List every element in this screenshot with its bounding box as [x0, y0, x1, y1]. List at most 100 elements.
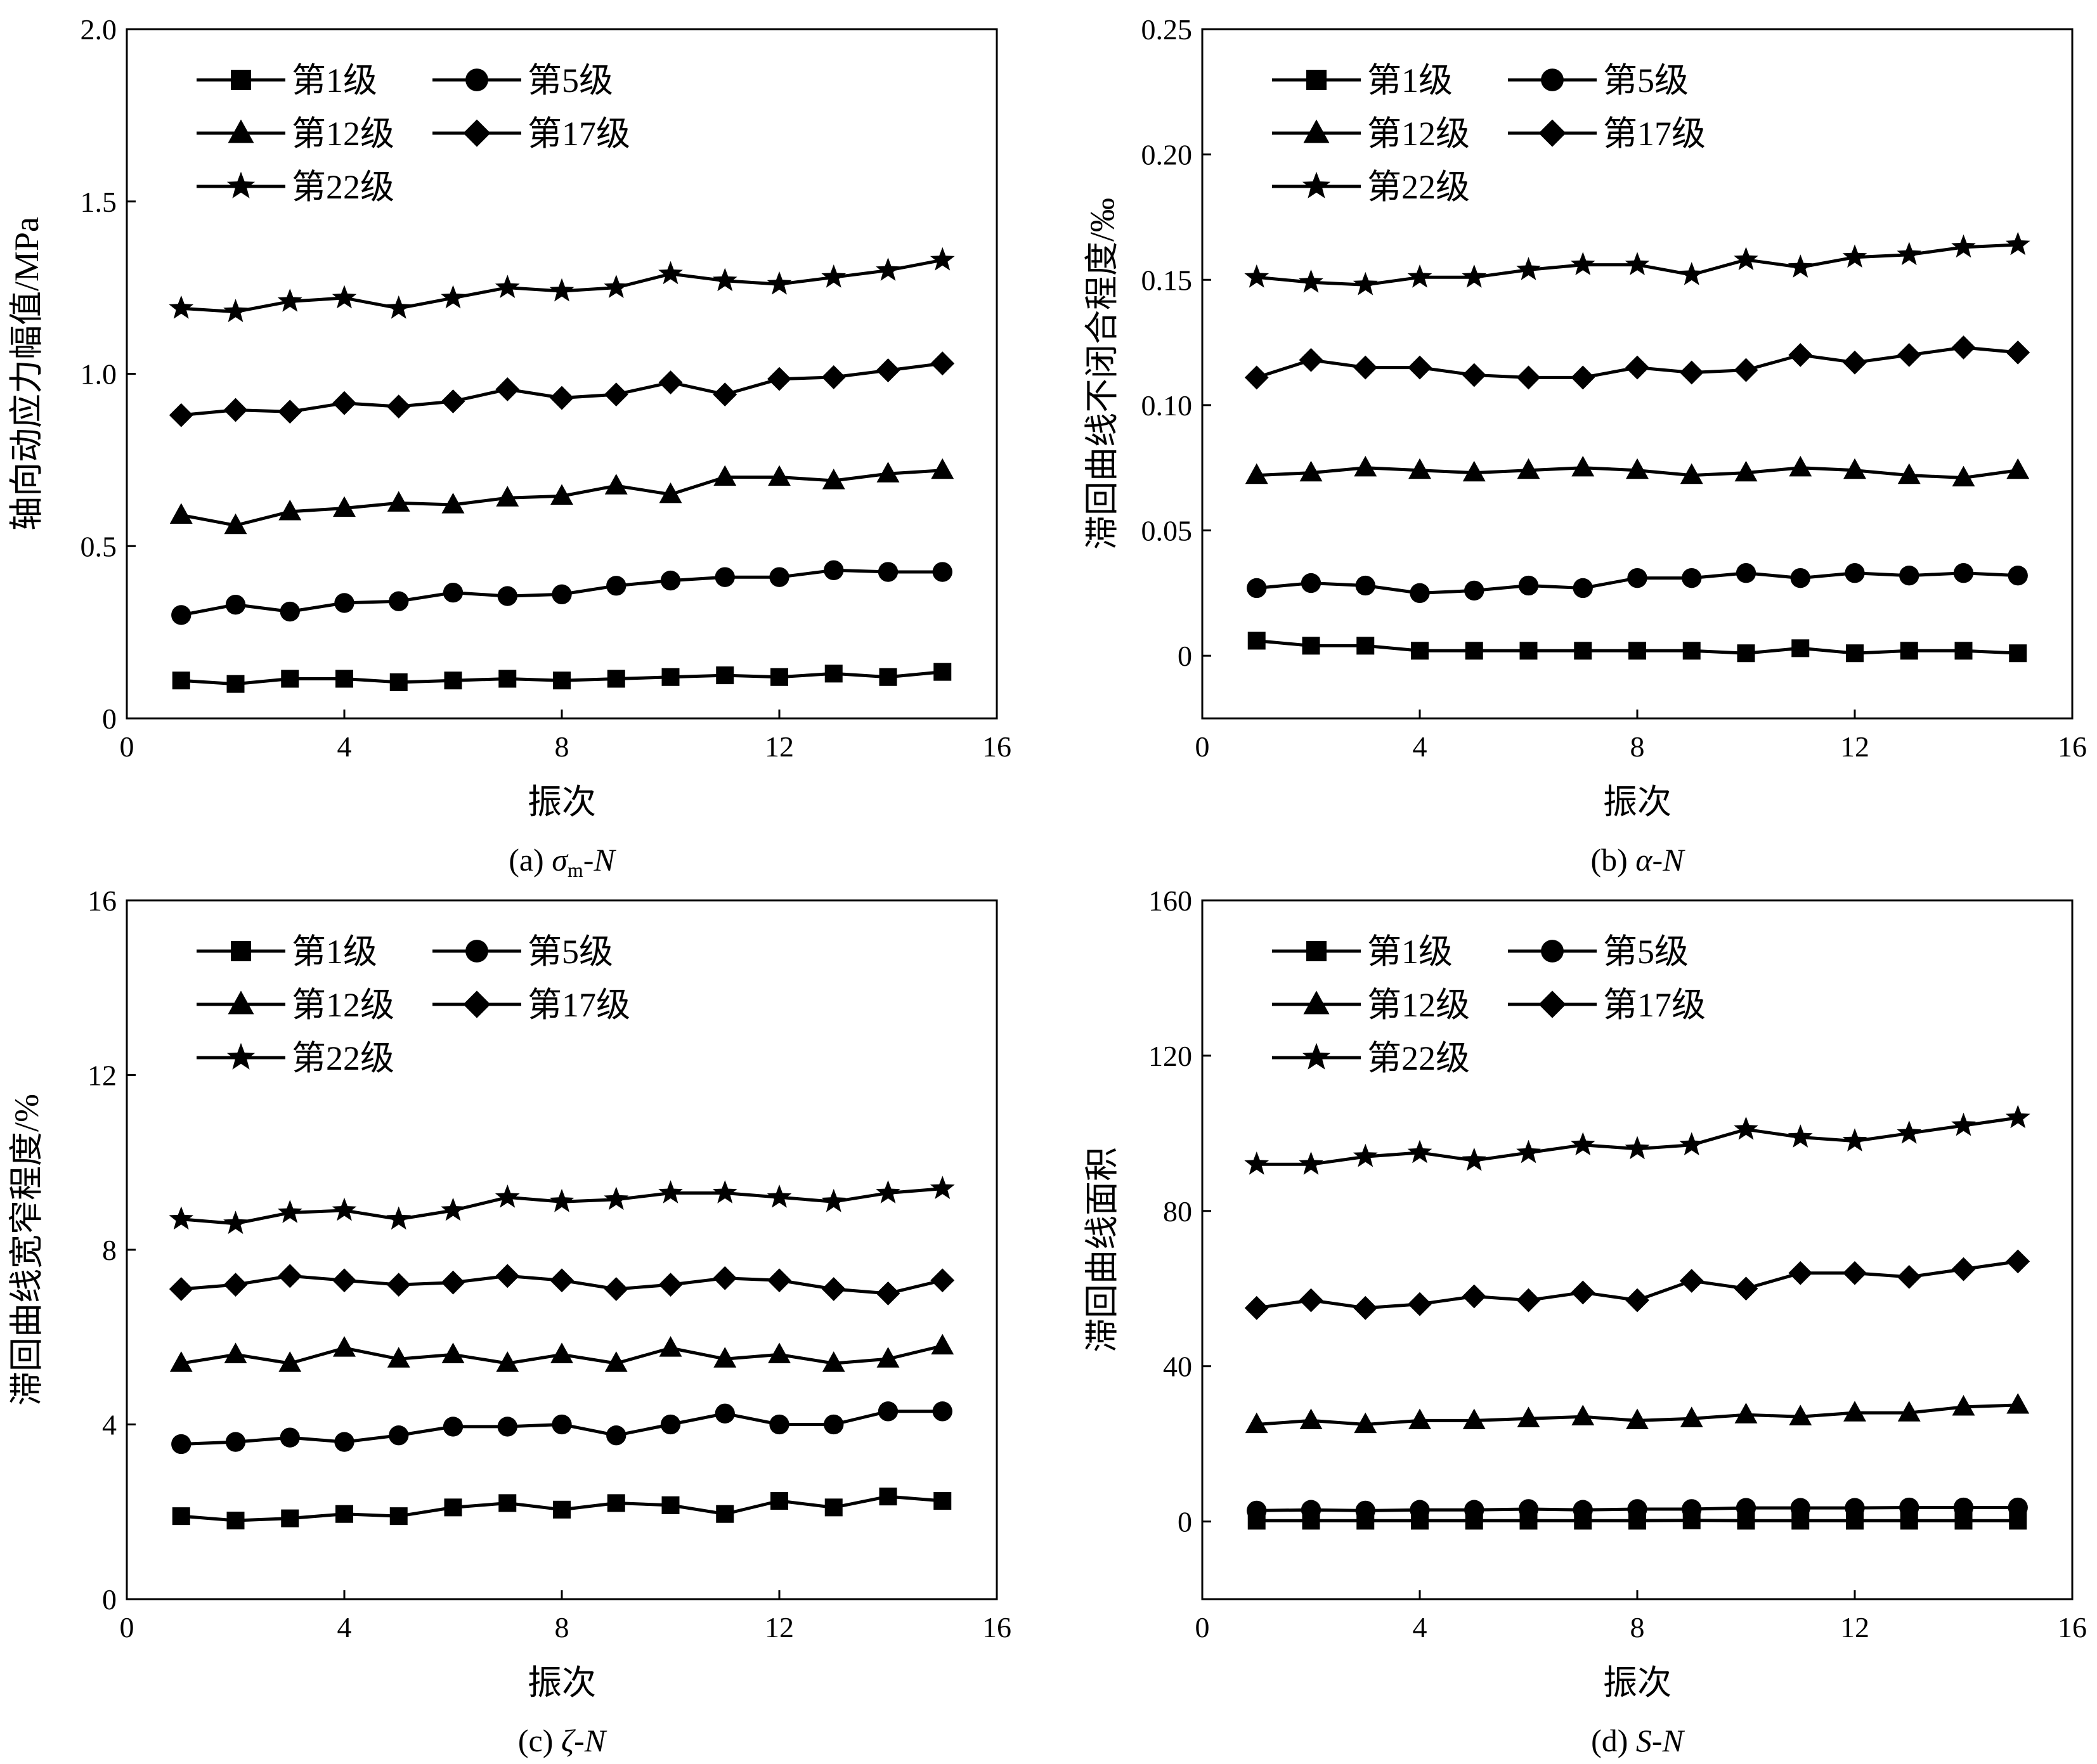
legend-label: 第12级 [1367, 115, 1470, 153]
chart-panel-a: 0 4 8 12 16 0 0.5 1.0 1.5 2.0 振次 轴向动应力幅值/MPa (a) σm-… [8, 13, 1011, 881]
data-point-diamond [386, 1273, 411, 1297]
x-axis-title: 振次 [1603, 783, 1672, 821]
data-point-diamond [930, 351, 955, 376]
data-point-diamond [1244, 1295, 1269, 1320]
legend-item: 第17级 [432, 986, 630, 1024]
data-point-circle [878, 1401, 899, 1422]
series-第12级 [1245, 455, 2030, 487]
data-point-triangle [496, 486, 519, 507]
data-point-triangle [1843, 458, 1866, 479]
data-point-triangle [1626, 1408, 1649, 1429]
data-point-square [607, 1494, 625, 1512]
data-point-square [444, 1498, 462, 1517]
data-point-star [277, 1200, 302, 1223]
data-point-circle [715, 567, 735, 587]
data-point-star [1244, 264, 1269, 288]
x-tick-label: 0 [120, 1611, 134, 1644]
caption-symbol: S [1636, 1723, 1652, 1758]
legend-marker-circle [465, 940, 488, 963]
data-point-star [169, 295, 194, 319]
y-tick-label: 2.0 [81, 13, 117, 46]
data-point-triangle [1245, 1412, 1268, 1434]
y-axis-title: 滞回曲线不闭合程度/‰ [1083, 198, 1121, 550]
data-point-diamond [1897, 1264, 1921, 1289]
data-point-star [332, 1197, 357, 1221]
x-tick-label: 8 [555, 730, 569, 763]
data-point-triangle [441, 493, 465, 514]
data-point-triangle [550, 1342, 573, 1363]
x-tick-label: 4 [1413, 730, 1427, 763]
data-point-circle [443, 1417, 464, 1437]
data-point-circle [1518, 575, 1539, 596]
data-point-triangle [441, 1342, 465, 1363]
data-point-star [1462, 264, 1487, 288]
y-tick-label: 80 [1163, 1195, 1192, 1228]
data-point-star [1299, 1151, 1323, 1175]
legend-marker-triangle [1303, 990, 1330, 1015]
data-point-star [712, 268, 737, 292]
y-axis-title: 轴向动应力幅值/MPa [8, 217, 46, 531]
data-point-triangle [224, 1342, 247, 1363]
data-point-star [1625, 1136, 1650, 1160]
data-point-triangle [1462, 460, 1486, 482]
data-point-star [1897, 242, 1922, 266]
legend-label: 第1级 [292, 933, 377, 971]
legend-label: 第22级 [1367, 1039, 1470, 1077]
data-point-diamond [386, 394, 411, 419]
data-point-square [2009, 644, 2027, 663]
data-point-star [930, 247, 955, 271]
y-tick-label: 160 [1148, 885, 1192, 917]
x-tick-label: 12 [765, 1611, 794, 1644]
legend-marker-square [1306, 70, 1327, 90]
data-point-circle [824, 1414, 844, 1435]
legend-marker-triangle [1303, 119, 1330, 143]
y-tick-label: 0 [102, 703, 117, 735]
x-tick-label: 0 [1195, 1611, 1210, 1644]
data-point-diamond [821, 1277, 846, 1301]
data-point-triangle [604, 474, 628, 495]
data-point-diamond [550, 1268, 574, 1293]
data-point-circle [1410, 583, 1430, 604]
data-point-triangle [768, 1342, 791, 1363]
data-point-diamond [1951, 335, 1976, 360]
y-tick-label: 0 [1178, 640, 1192, 672]
caption-suffix: -N [583, 842, 617, 878]
data-point-circle [1845, 1498, 1865, 1518]
y-tick-label: 0.05 [1141, 515, 1193, 547]
data-point-star [2005, 231, 2030, 256]
caption-subscript: m [568, 859, 583, 881]
data-point-diamond [1408, 355, 1432, 380]
panel-caption: (a) σm-N [509, 842, 616, 881]
data-point-circle [280, 1427, 300, 1448]
data-point-triangle [1408, 1408, 1431, 1429]
data-point-diamond [1353, 355, 1378, 380]
data-point-star [441, 285, 465, 309]
legend-label: 第5级 [1603, 62, 1689, 100]
data-point-star [767, 271, 792, 295]
data-point-triangle [2006, 1392, 2030, 1414]
data-point-circle [769, 1414, 789, 1435]
data-point-star [1842, 244, 1867, 268]
data-point-circle [171, 1434, 192, 1455]
data-point-diamond [604, 1277, 628, 1301]
panel-caption: (d) S-N [1591, 1723, 1685, 1758]
data-point-diamond [2006, 1249, 2030, 1274]
data-point-square [444, 671, 462, 690]
legend-marker-diamond [1538, 990, 1566, 1018]
series-第17级 [169, 1264, 955, 1306]
legend-marker-square [231, 70, 251, 90]
data-point-diamond [550, 386, 574, 410]
legend-item: 第1级 [1272, 62, 1453, 100]
data-point-circle [334, 593, 354, 613]
legend-item: 第1级 [1272, 933, 1453, 971]
data-point-triangle [1952, 1395, 1975, 1416]
data-point-triangle [1789, 455, 1812, 477]
legend-label: 第5级 [528, 62, 613, 100]
y-tick-label: 8 [102, 1234, 117, 1266]
data-point-diamond [278, 399, 302, 424]
legend-item: 第17级 [1508, 986, 1706, 1024]
data-point-triangle [496, 1351, 519, 1372]
data-point-triangle [876, 462, 900, 483]
data-point-square [933, 1492, 952, 1510]
